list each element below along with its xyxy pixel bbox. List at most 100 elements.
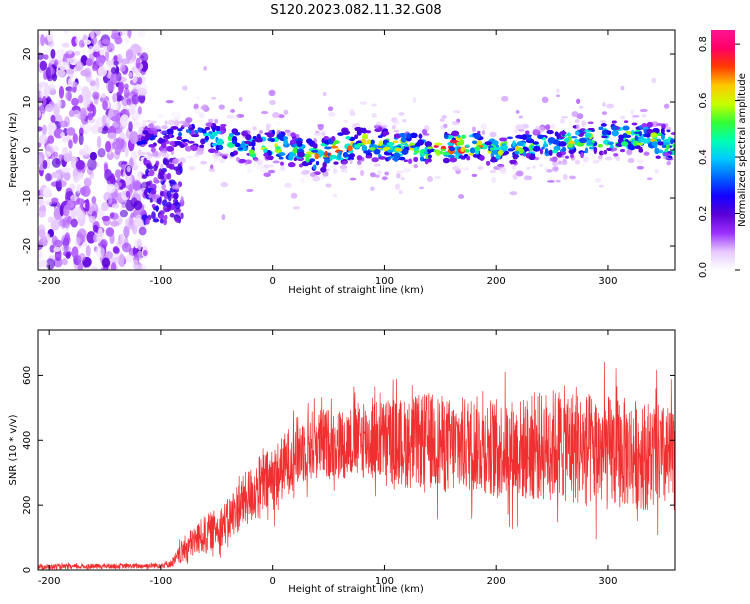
spectrogram-cell [151, 146, 156, 153]
spectrogram-cell [263, 164, 270, 168]
spectrogram-cell [159, 150, 167, 157]
spectrogram-cell [643, 151, 650, 156]
spectrogram-cell [413, 156, 419, 163]
spectrogram-cell [354, 126, 362, 132]
spectrogram-cell [457, 135, 461, 138]
spectrogram-cell [377, 170, 382, 175]
spectrogram-cell [70, 218, 78, 228]
spectrogram-cell [136, 160, 144, 167]
spectrogram-cell [524, 175, 533, 180]
spectrogram-cell [283, 109, 289, 115]
spectrogram-cell [395, 183, 401, 190]
spectrogram-cell [101, 93, 106, 99]
spectrogram-cell [42, 95, 47, 107]
spectrogram-cell [106, 42, 115, 53]
spectrogram-cell [47, 135, 55, 144]
spectrogram-cell [574, 159, 581, 165]
spectrogram-cell [220, 124, 227, 127]
spectrogram-cell [353, 123, 361, 128]
spectrogram-cell [598, 155, 603, 159]
spectrogram-cell [74, 61, 84, 71]
spectrogram-cell [177, 112, 181, 119]
spectrogram-cell [312, 143, 318, 149]
spectrogram-cell [154, 194, 160, 199]
spectrogram-cell [395, 173, 401, 179]
spectrogram-cell [326, 168, 330, 172]
spectrogram-cell [126, 98, 132, 106]
spectrogram-cell [597, 158, 603, 162]
spectrogram-cell [506, 136, 514, 140]
spectrogram-cell [343, 120, 349, 123]
spectrogram-cell [203, 66, 207, 71]
spectrogram-cell [38, 101, 42, 107]
spectrogram-cell [202, 105, 210, 112]
spectrogram-cell [185, 117, 193, 123]
spectrogram-cell [284, 129, 291, 133]
spectrogram-cell [45, 172, 52, 182]
spectrogram-cell [148, 136, 156, 140]
spectrogram-cell [256, 164, 264, 171]
spectrogram-cell [599, 120, 607, 123]
spectrogram-cell [634, 145, 641, 149]
spectrogram-cell [427, 176, 433, 183]
spectrogram-cell [560, 118, 566, 124]
spectrogram-cell [477, 166, 484, 170]
spectrogram-cell [574, 119, 580, 124]
spectrogram-cell [556, 94, 560, 98]
spectrogram-cell [455, 168, 461, 175]
spectrogram-cell [101, 39, 111, 45]
spectrogram-cell [321, 130, 326, 136]
spectrogram-cell [112, 121, 121, 131]
snr-series [38, 361, 675, 570]
spectrogram-cell [332, 168, 338, 174]
spectrogram-cell [196, 149, 204, 155]
spectrogram-cell [341, 130, 350, 135]
spectrogram-cell [131, 94, 140, 105]
spectrogram-cell [162, 152, 170, 159]
spectrogram-cell [308, 178, 313, 181]
spectrogram-cell [550, 123, 556, 130]
spectrogram-cell [77, 94, 84, 104]
spectrogram-cell [137, 87, 148, 96]
spectrogram-cell [636, 159, 644, 163]
spectrogram-cell [398, 112, 405, 116]
spectrogram-cell [78, 253, 86, 262]
spectrogram-cell [353, 123, 361, 128]
spectrogram-cell [642, 139, 649, 143]
spectrogram-cell [603, 149, 607, 155]
spectrogram-cell [85, 58, 93, 67]
spectrogram-cell [663, 152, 670, 157]
spectrogram-cell [97, 126, 103, 134]
spectrogram-cell [109, 232, 115, 245]
spectrogram-cell [142, 130, 149, 135]
spectrogram-cell [215, 144, 220, 151]
spectrogram-cell [140, 60, 149, 72]
spectrogram-cell [178, 120, 187, 124]
spectrogram-cell [61, 245, 72, 252]
spectrogram-cell [393, 120, 400, 126]
spectrogram-cell [454, 167, 462, 172]
spectrogram-cell [395, 170, 404, 174]
spectrogram-cell [592, 160, 600, 164]
spectrogram-cell [576, 113, 584, 120]
spectrogram-cell [226, 114, 235, 119]
spectrogram-cell [161, 125, 168, 130]
spectrogram-cell [627, 158, 635, 164]
spectrogram-cell [58, 120, 69, 128]
spectrogram-cell [229, 133, 234, 138]
spectrogram-cell [548, 149, 553, 156]
spectrogram-cell [555, 179, 561, 183]
spectrogram-cell [381, 176, 388, 181]
spectrogram-cell [443, 157, 450, 164]
spectrogram-cell [38, 250, 44, 259]
spectrogram-cell [91, 64, 98, 72]
spectrogram-cell [398, 190, 403, 195]
spectrogram-cell [207, 118, 214, 123]
spectrogram-cell [177, 112, 181, 119]
spectrogram-cell [244, 140, 251, 145]
spectrogram-cell [58, 86, 65, 99]
spectrogram-cell [563, 174, 568, 181]
spectrogram-cell [251, 139, 256, 143]
spectrogram-cell [79, 149, 85, 155]
spectrogram-cell [130, 197, 138, 208]
